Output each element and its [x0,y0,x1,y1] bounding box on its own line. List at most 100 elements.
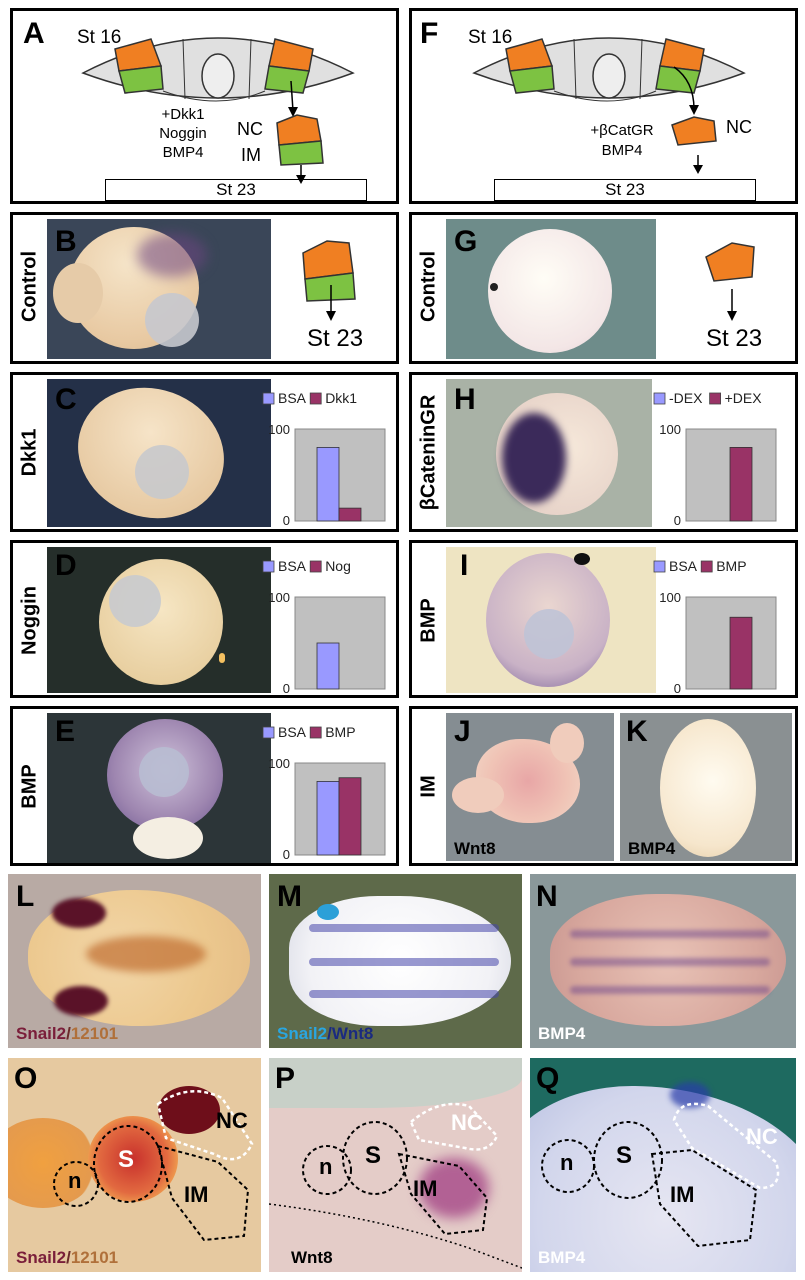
panel-m: M Snail2/Wnt8 [269,874,522,1048]
treatment-item: +Dkk1 [161,106,205,123]
panel-im: IM J Wnt8 K BMP4 [409,706,798,866]
panel-o: O n S NC IM Snail2/12101 [8,1058,261,1272]
outline-overlay [53,1090,254,1242]
tick-label: 100 [268,590,290,605]
caption-sep: / [66,1248,71,1267]
row-label: BMP [18,764,41,809]
row-label: Control [18,250,41,323]
outline-overlay [269,1102,522,1269]
treatment-item: BMP4 [162,144,204,161]
structure-label-s: S [118,1146,135,1173]
legend-swatch [309,726,322,739]
panel-letter: Q [536,1062,560,1095]
structure-label-n: n [68,1168,82,1193]
nc-label: NC [726,117,752,137]
panel-letter: G [454,225,478,258]
panel-letter: F [420,17,439,50]
panel-letter: K [626,715,648,748]
panel-p: P n S NC IM Wnt8 [269,1058,522,1272]
embryo-photo [47,219,271,359]
embryo-photo [47,379,271,527]
outline-overlay [541,1102,780,1248]
tick-label: 0 [674,513,681,528]
panel-letter: O [14,1062,38,1095]
tick-label: 0 [674,681,681,696]
embryo-photo [446,219,656,359]
panel-letter: M [277,880,302,913]
structure-label-nc: NC [451,1110,483,1135]
panel-h: βCateninGR H -DEX +DEX 100 0 [409,372,798,532]
structure-label-nc: NC [746,1124,778,1149]
im-label: IM [241,145,261,165]
legend-swatch [262,726,275,739]
stage-label-top: St 16 [77,27,122,48]
embryo-photo [47,547,271,693]
caption-marker-a: Snail2 [16,1248,67,1267]
legend-swatch [309,560,322,573]
explant-diagram [302,240,356,321]
tick-label: 0 [283,847,290,862]
legend-swatch [653,392,666,405]
tick-label: 0 [283,681,290,696]
panel-letter: L [16,880,35,913]
structure-label-im: IM [184,1182,209,1207]
embryo-photo-j [446,713,614,861]
caption-marker-b: Wnt8 [331,1024,374,1043]
panel-q: Q n S NC IM BMP4 [530,1058,796,1272]
structure-label-n: n [560,1150,574,1175]
photo-caption: Wnt8 [454,839,496,858]
panel-f: F St 16 +βCatGR BMP4 NC St 23 [409,8,798,204]
panel-letter: B [55,225,77,258]
embryo-photo [446,379,652,527]
legend-label: Dkk1 [325,390,357,406]
embryo-photo-k [620,713,792,861]
treatment-list: +Dkk1 Noggin BMP4 [143,105,223,162]
legend-swatch [700,560,713,573]
treatment-item: Noggin [159,125,207,142]
legend-label: BSA [278,724,307,740]
bar [316,781,340,856]
row-label: Noggin [18,586,41,655]
panel-letter: J [454,715,471,748]
legend-swatch [653,560,666,573]
caption-marker-a: Snail2 [277,1024,328,1043]
panel-l: L Snail2/12101 [8,874,261,1048]
caption-sep: / [66,1024,71,1043]
embryo-photo [47,713,271,863]
photo-caption: Snail2/12101 [16,1024,118,1044]
bar-chart: BSA Dkk1 100 0 [262,390,386,528]
structure-label-s: S [365,1142,382,1169]
embryo-section-diagram [472,37,746,115]
treatment-list: +βCatGR BMP4 [572,121,672,161]
legend-label: BSA [278,558,307,574]
legend-label: -DEX [669,390,703,406]
panel-e: BMP E BSA BMP 100 0 [10,706,399,866]
row-label: Control [417,250,440,323]
treatment-item: +βCatGR [590,122,654,139]
legend-label: BSA [669,558,698,574]
panel-letter: A [23,17,45,50]
stage-label: St 23 [307,325,364,352]
legend-label: BSA [278,390,307,406]
bar [729,447,753,522]
bar-chart: BSA Nog 100 0 [262,558,386,696]
bar-chart: BSA BMP 100 0 [653,558,777,696]
bar [316,447,340,522]
panel-i: BMP I BSA BMP 100 0 [409,540,798,698]
panel-c: Dkk1 C BSA Dkk1 100 0 [10,372,399,532]
caption-marker-b: 12101 [70,1024,119,1043]
legend-swatch [709,392,721,405]
structure-label-s: S [616,1142,633,1169]
bar-chart: -DEX +DEX 100 0 [653,390,777,528]
embryo-section-diagram [81,37,355,117]
legend-label: BMP [716,558,746,574]
row-label: Dkk1 [18,428,41,477]
panel-letter: P [275,1062,296,1095]
legend-swatch [262,560,275,573]
bar [729,616,753,690]
panel-d: Noggin D BSA Nog 100 0 [10,540,399,698]
tick-label: 100 [659,590,681,605]
explant-diagram [705,242,755,321]
panel-letter: I [460,549,469,582]
photo-caption: BMP4 [538,1248,586,1267]
